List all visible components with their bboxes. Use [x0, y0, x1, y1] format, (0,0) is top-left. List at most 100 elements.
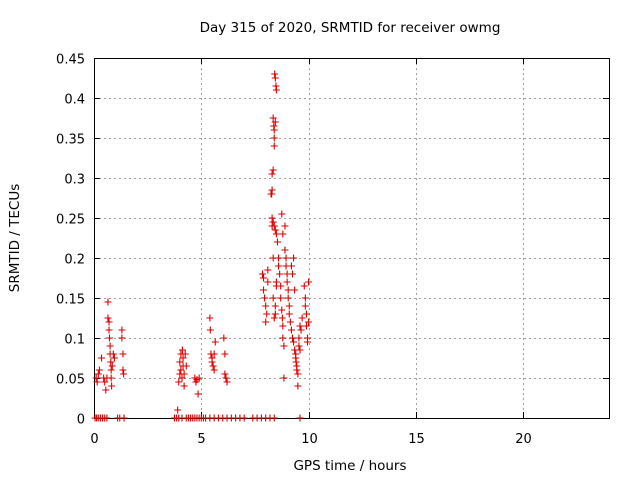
- data-point: [261, 294, 269, 302]
- data-point: [271, 74, 279, 82]
- data-point: [269, 218, 277, 226]
- data-point: [211, 338, 219, 346]
- data-point: [294, 370, 302, 378]
- data-point: [105, 334, 113, 342]
- x-tick-label: 15: [408, 432, 425, 447]
- data-point: [181, 350, 189, 358]
- data-point: [292, 358, 300, 366]
- data-point: [120, 414, 128, 422]
- y-tick-label: 0: [77, 413, 85, 428]
- data-point: [119, 350, 127, 358]
- data-point: [262, 318, 270, 326]
- data-point: [110, 354, 118, 362]
- data-point: [93, 378, 101, 386]
- data-point: [280, 342, 288, 350]
- data-point: [108, 362, 116, 370]
- data-point: [104, 298, 112, 306]
- data-point: [278, 306, 286, 314]
- data-point: [260, 286, 268, 294]
- data-point: [270, 134, 278, 142]
- data-point: [258, 270, 266, 278]
- data-point: [301, 302, 309, 310]
- data-point: [277, 282, 285, 290]
- data-point: [293, 366, 301, 374]
- data-point: [182, 362, 190, 370]
- data-point: [223, 378, 231, 386]
- data-point: [270, 314, 278, 322]
- y-tick-label: 0.45: [56, 53, 85, 68]
- data-point: [109, 350, 117, 358]
- plot-frame: [94, 58, 610, 419]
- data-point: [176, 358, 184, 366]
- y-tick-label: 0.15: [56, 293, 85, 308]
- data-point: [119, 366, 127, 374]
- data-point: [283, 278, 291, 286]
- data-point: [220, 334, 228, 342]
- data-point: [209, 362, 217, 370]
- data-point: [104, 314, 112, 322]
- data-point: [290, 254, 298, 262]
- data-point: [281, 246, 289, 254]
- data-point: [264, 266, 272, 274]
- y-tick-label: 0.35: [56, 133, 85, 148]
- data-point: [277, 294, 285, 302]
- data-point: [273, 238, 281, 246]
- data-point: [295, 342, 303, 350]
- data-point: [296, 346, 304, 354]
- data-point: [264, 278, 272, 286]
- data-point: [270, 222, 278, 230]
- data-point: [262, 302, 270, 310]
- data-point: [271, 226, 279, 234]
- data-point: [105, 326, 113, 334]
- data-point: [304, 338, 312, 346]
- y-axis-label: SRMTID / TECUs: [7, 184, 23, 292]
- y-tick-label: 0.05: [56, 373, 85, 388]
- data-point: [269, 294, 277, 302]
- data-point: [287, 262, 295, 270]
- data-point: [291, 286, 299, 294]
- data-point: [278, 210, 286, 218]
- data-point: [210, 366, 218, 374]
- data-point: [268, 214, 276, 222]
- y-tick-label: 0.1: [64, 333, 85, 348]
- data-point: [177, 366, 185, 374]
- data-point: [285, 302, 293, 310]
- data-point: [275, 254, 283, 262]
- data-point: [271, 118, 279, 126]
- data-point: [95, 366, 103, 374]
- x-tick-label: 5: [197, 432, 205, 447]
- data-point: [285, 310, 293, 318]
- data-point: [180, 382, 188, 390]
- data-point: [106, 342, 114, 350]
- y-tick-label: 0.2: [64, 253, 85, 268]
- data-point: [179, 354, 187, 362]
- data-point: [175, 378, 183, 386]
- data-point: [92, 374, 100, 382]
- data-point: [275, 262, 283, 270]
- data-point: [270, 414, 278, 422]
- x-tick-label: 20: [515, 432, 532, 447]
- data-point: [302, 322, 310, 330]
- y-tick-label: 0.3: [64, 173, 85, 188]
- data-point: [301, 294, 309, 302]
- data-point: [272, 230, 280, 238]
- data-point: [260, 274, 268, 282]
- data-point: [174, 406, 182, 414]
- data-point: [268, 190, 276, 198]
- y-tick-label: 0.4: [64, 93, 85, 108]
- x-axis-label: GPS time / hours: [293, 458, 406, 474]
- data-point: [284, 286, 292, 294]
- data-point: [279, 230, 287, 238]
- data-point: [290, 338, 298, 346]
- data-point: [276, 270, 284, 278]
- data-point: [271, 310, 279, 318]
- data-point: [272, 86, 280, 94]
- data-point: [271, 302, 279, 310]
- data-point: [287, 326, 295, 334]
- data-point: [94, 370, 102, 378]
- data-point: [288, 270, 296, 278]
- x-tick-label: 0: [90, 432, 98, 447]
- x-tick-label: 10: [301, 432, 318, 447]
- data-point: [221, 350, 229, 358]
- data-point: [298, 314, 306, 322]
